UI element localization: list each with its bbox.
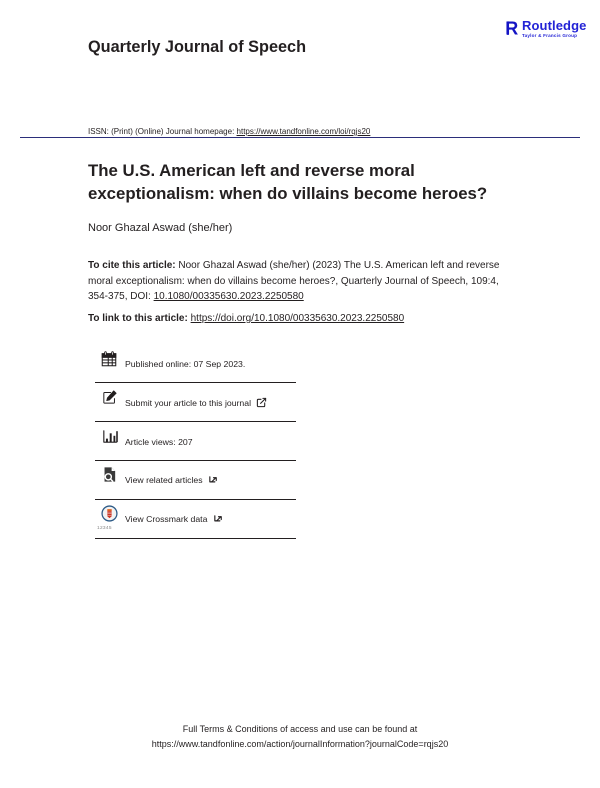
svg-text:R: R — [506, 20, 518, 38]
